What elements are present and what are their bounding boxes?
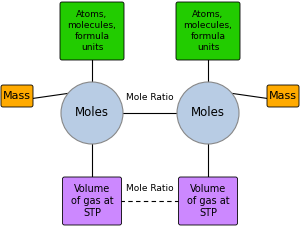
Text: Atoms,
molecules,
formula
units: Atoms, molecules, formula units (184, 10, 232, 52)
Ellipse shape (61, 82, 123, 144)
FancyBboxPatch shape (176, 2, 240, 60)
Text: Volume
of gas at
STP: Volume of gas at STP (71, 184, 113, 218)
FancyBboxPatch shape (60, 2, 124, 60)
FancyBboxPatch shape (178, 177, 238, 225)
FancyBboxPatch shape (267, 85, 299, 107)
Text: Mass: Mass (3, 91, 31, 101)
FancyBboxPatch shape (62, 177, 122, 225)
Text: Moles: Moles (191, 106, 225, 119)
Text: Mole Ratio: Mole Ratio (126, 184, 174, 193)
Ellipse shape (177, 82, 239, 144)
Text: Atoms,
molecules,
formula
units: Atoms, molecules, formula units (68, 10, 116, 52)
Text: Volume
of gas at
STP: Volume of gas at STP (187, 184, 229, 218)
FancyBboxPatch shape (1, 85, 33, 107)
Text: Mole Ratio: Mole Ratio (126, 93, 174, 102)
Text: Moles: Moles (75, 106, 109, 119)
Text: Mass: Mass (269, 91, 297, 101)
